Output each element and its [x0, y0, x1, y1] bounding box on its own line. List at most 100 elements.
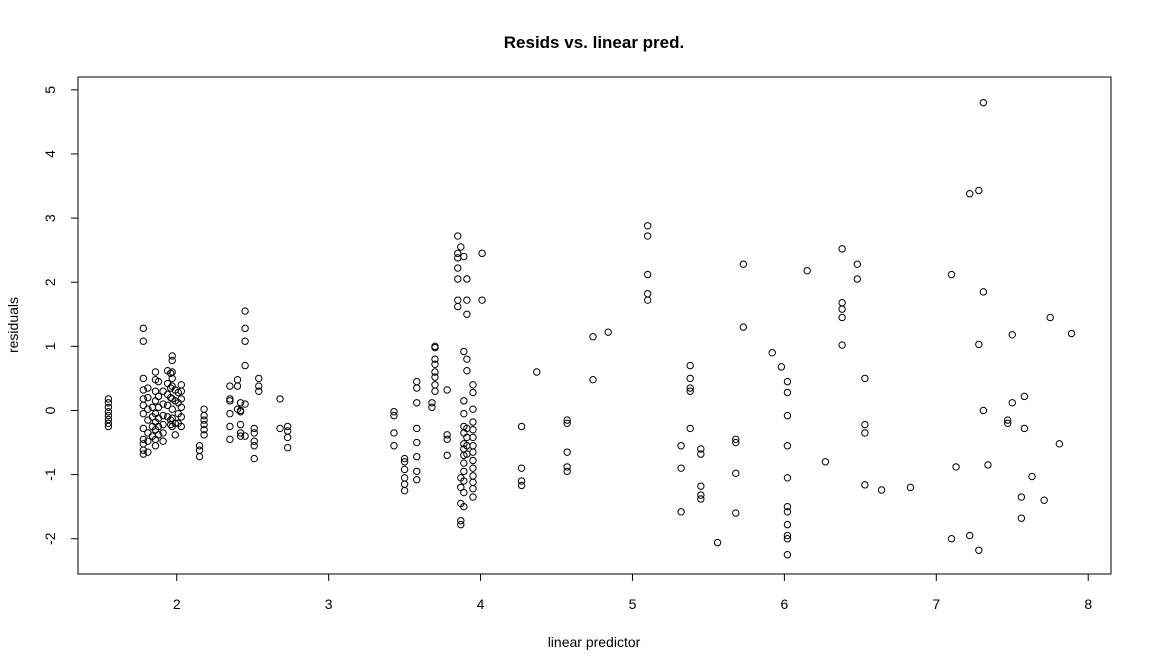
data-point	[159, 420, 167, 429]
data-point	[454, 249, 462, 258]
data-point	[154, 377, 163, 386]
data-point	[469, 433, 477, 442]
data-point	[783, 531, 792, 540]
data-point	[144, 416, 152, 424]
data-point	[1004, 416, 1012, 424]
data-point	[177, 422, 186, 431]
data-point	[177, 395, 186, 403]
data-point	[431, 381, 439, 389]
data-point	[768, 349, 776, 357]
data-point	[783, 377, 792, 386]
data-point	[783, 474, 792, 482]
data-point	[533, 368, 541, 376]
data-point	[283, 433, 292, 442]
data-point	[163, 401, 172, 410]
data-point	[413, 424, 421, 433]
data-point	[233, 382, 242, 390]
data-point	[428, 399, 436, 407]
x-tick-label: 3	[325, 596, 333, 612]
data-point	[166, 384, 175, 392]
data-point	[457, 520, 465, 529]
data-point	[250, 454, 258, 463]
data-point	[104, 408, 113, 416]
data-point	[783, 411, 792, 420]
data-point	[732, 509, 740, 517]
data-point	[952, 463, 960, 471]
data-point	[104, 411, 113, 420]
data-point	[159, 387, 167, 395]
data-point	[975, 546, 983, 554]
data-point	[195, 442, 204, 450]
data-point	[177, 403, 186, 411]
data-point	[413, 399, 421, 407]
data-point	[589, 375, 597, 384]
data-point	[563, 419, 571, 427]
x-tick-label: 7	[932, 596, 940, 612]
x-tick-label: 4	[477, 596, 485, 612]
data-point	[457, 243, 465, 251]
data-point	[236, 408, 245, 416]
data-point	[469, 464, 477, 472]
data-point	[139, 386, 148, 394]
data-point	[241, 400, 249, 408]
data-point	[139, 435, 148, 444]
y-axis: -2 -1 0 1 2 3 4 5	[42, 86, 79, 545]
data-point	[643, 270, 652, 279]
data-point	[777, 363, 786, 371]
data-point	[460, 477, 468, 485]
data-point	[241, 432, 249, 440]
data-point	[104, 419, 113, 427]
data-point	[413, 384, 421, 392]
data-point	[255, 382, 263, 390]
data-point	[226, 422, 234, 431]
data-point	[400, 486, 409, 495]
data-point	[443, 435, 451, 444]
x-tick-label: 5	[629, 596, 637, 612]
data-point	[984, 461, 992, 469]
data-point	[159, 437, 167, 445]
data-point	[1067, 329, 1076, 338]
data-point	[390, 442, 398, 450]
data-point	[171, 419, 179, 427]
data-point	[104, 403, 113, 411]
data-point	[979, 406, 988, 415]
data-point	[861, 374, 869, 383]
data-point	[454, 232, 462, 240]
x-tick-label: 2	[173, 596, 181, 612]
data-point	[1017, 514, 1026, 522]
data-point	[400, 465, 409, 474]
data-point	[677, 442, 685, 450]
data-point	[861, 429, 869, 437]
data-point	[460, 488, 468, 497]
data-point	[783, 442, 792, 450]
data-point	[1017, 493, 1026, 501]
data-point	[151, 368, 160, 376]
y-tick-label: 3	[42, 214, 58, 222]
data-point	[966, 190, 974, 198]
data-point	[431, 373, 439, 381]
y-tick-label: 1	[42, 342, 58, 350]
data-point	[469, 448, 477, 456]
data-point	[697, 450, 705, 458]
data-point	[517, 477, 526, 485]
data-point	[463, 433, 471, 442]
data-point	[643, 222, 652, 230]
data-point	[413, 452, 421, 461]
data-point	[463, 310, 471, 318]
data-point	[783, 520, 792, 529]
data-point	[104, 422, 113, 431]
data-point	[144, 405, 152, 413]
data-point	[469, 485, 477, 493]
data-point	[460, 347, 468, 356]
data-point	[643, 296, 652, 304]
data-point	[250, 424, 258, 433]
data-point	[168, 374, 176, 383]
data-point	[460, 409, 468, 418]
x-tick-label: 6	[780, 596, 788, 612]
y-tick-label: 5	[42, 86, 58, 94]
data-point	[139, 337, 148, 345]
data-point	[139, 424, 148, 433]
data-point	[1008, 331, 1016, 339]
data-point	[431, 343, 439, 352]
data-point	[454, 264, 462, 272]
